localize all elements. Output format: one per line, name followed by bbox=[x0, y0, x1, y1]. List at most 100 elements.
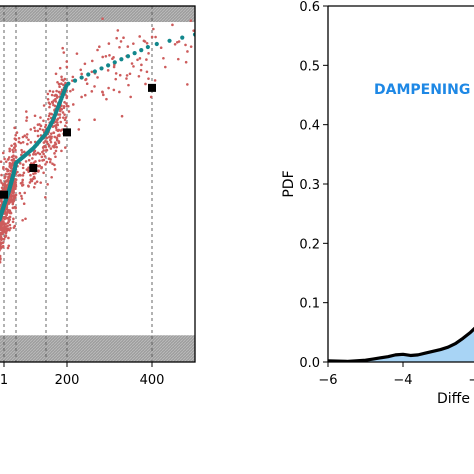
scatter-point bbox=[0, 160, 3, 163]
scatter-point bbox=[11, 185, 15, 189]
scatter-point bbox=[11, 189, 14, 193]
x-tick-label: −2 bbox=[468, 373, 474, 388]
scatter-point bbox=[29, 179, 33, 183]
scatter-point bbox=[36, 129, 40, 133]
fit-line-point bbox=[167, 38, 172, 43]
fit-line-point bbox=[132, 51, 137, 56]
scatter-point bbox=[0, 222, 2, 225]
scatter-point bbox=[0, 249, 1, 252]
scatter-point bbox=[21, 178, 25, 182]
scatter-point bbox=[67, 104, 70, 108]
scatter-point bbox=[38, 152, 42, 156]
scatter-point bbox=[132, 42, 135, 45]
scatter-point bbox=[4, 225, 8, 228]
scatter-point bbox=[1, 151, 5, 155]
scatter-point bbox=[45, 160, 49, 164]
scatter-point bbox=[64, 124, 67, 128]
scatter-point bbox=[63, 118, 67, 122]
scatter-point bbox=[4, 184, 7, 187]
scatter-point bbox=[7, 236, 10, 240]
scatter-point bbox=[139, 68, 143, 72]
scatter-point bbox=[29, 128, 33, 131]
scatter-point bbox=[90, 90, 94, 93]
scatter-point bbox=[152, 27, 155, 31]
scatter-point bbox=[54, 155, 57, 159]
scatter-point bbox=[96, 76, 99, 79]
scatter-point bbox=[12, 150, 15, 154]
scatter-point bbox=[51, 125, 55, 129]
scatter-point bbox=[55, 96, 59, 99]
scatter-point bbox=[154, 35, 157, 39]
scatter-point bbox=[27, 185, 30, 188]
scatter-point bbox=[47, 145, 51, 148]
scatter-point bbox=[27, 138, 30, 142]
scatter-point bbox=[58, 116, 62, 119]
scatter-point bbox=[119, 40, 123, 43]
scatter-point bbox=[25, 168, 29, 171]
scatter-point bbox=[62, 51, 66, 54]
scatter-point bbox=[175, 40, 179, 44]
scatter-point bbox=[101, 55, 104, 59]
scatter-point bbox=[140, 63, 143, 67]
fit-line-point bbox=[139, 48, 144, 53]
scatter-point bbox=[46, 92, 50, 96]
scatter-point bbox=[115, 36, 118, 40]
scatter-point bbox=[60, 75, 63, 79]
scatter-point bbox=[0, 228, 3, 231]
scatter-point bbox=[52, 103, 55, 107]
scatter-point bbox=[56, 129, 60, 133]
scatter-point bbox=[186, 50, 189, 53]
scatter-point bbox=[65, 121, 68, 124]
scatter-point bbox=[49, 147, 53, 150]
scatter-point bbox=[101, 90, 104, 94]
scatter-point bbox=[10, 158, 14, 162]
scatter-point bbox=[7, 244, 11, 248]
scatter-point bbox=[33, 149, 37, 153]
scatter-point bbox=[25, 136, 29, 139]
scatter-point bbox=[80, 72, 83, 76]
scatter-point bbox=[0, 231, 3, 235]
scatter-point bbox=[80, 95, 83, 99]
scatter-point bbox=[189, 19, 193, 22]
fit-line-point bbox=[119, 57, 124, 62]
scatter-point bbox=[27, 158, 31, 162]
scatter-point bbox=[14, 148, 17, 152]
scatter-point bbox=[147, 77, 150, 80]
y-tick-label: 0.5 bbox=[299, 59, 320, 74]
scatter-point bbox=[171, 23, 174, 27]
scatter-point bbox=[120, 114, 124, 118]
scatter-point bbox=[9, 226, 12, 230]
scatter-point bbox=[22, 202, 26, 206]
scatter-point bbox=[24, 160, 28, 163]
scatter-point bbox=[42, 119, 45, 123]
scatter-point bbox=[4, 172, 8, 176]
scatter-point bbox=[58, 113, 62, 116]
y-tick-label: 0.3 bbox=[299, 178, 320, 193]
scatter-point bbox=[61, 46, 64, 50]
scatter-point bbox=[57, 82, 61, 86]
scatter-point bbox=[34, 160, 37, 163]
scatter-point bbox=[44, 139, 47, 143]
scatter-point bbox=[65, 60, 69, 63]
scatter-point bbox=[44, 145, 48, 149]
scatter-point bbox=[42, 104, 46, 107]
scatter-point bbox=[90, 70, 94, 74]
scatter-point bbox=[6, 178, 10, 182]
y-tick-label: 0.2 bbox=[299, 237, 320, 252]
scatter-point bbox=[6, 169, 10, 172]
scatter-point bbox=[3, 217, 6, 221]
x-axis-title: Diffe bbox=[437, 391, 470, 407]
scatter-point bbox=[47, 114, 51, 118]
bin-marker-2 bbox=[29, 163, 38, 172]
scatter-point bbox=[60, 149, 63, 153]
scatter-point bbox=[8, 201, 11, 204]
scatter-point bbox=[50, 93, 54, 97]
scatter-point bbox=[98, 45, 101, 48]
scatter-point bbox=[18, 162, 22, 165]
scatter-point bbox=[14, 144, 17, 148]
scatter-point bbox=[47, 101, 51, 104]
vertical-gridlines bbox=[3, 6, 153, 362]
scatter-point bbox=[186, 83, 189, 86]
shaded-band-2 bbox=[0, 335, 195, 362]
scatter-point bbox=[2, 237, 6, 241]
